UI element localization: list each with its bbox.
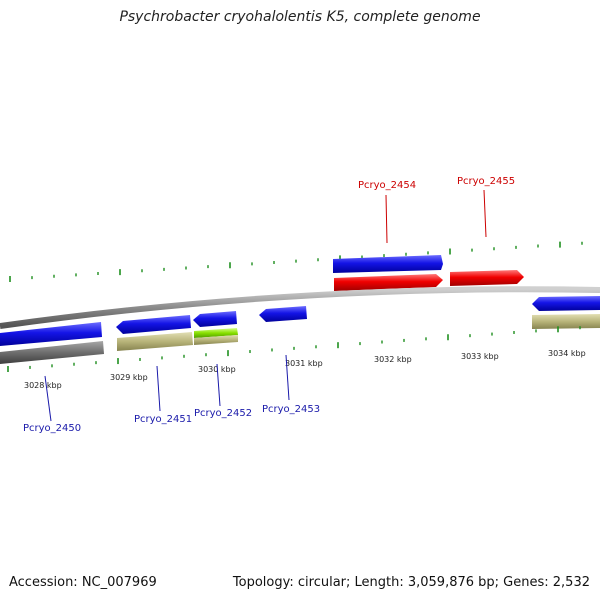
gene-arrow-pcryo-2453[interactable] <box>259 306 307 322</box>
scale-label-3034: 3034 kbp <box>548 349 586 358</box>
map-title: Psychrobacter cryohalolentis K5, complet… <box>119 9 481 25</box>
leader-pcryo-2454 <box>385 194 388 244</box>
cog-block-pcryo-2451[interactable] <box>117 332 193 351</box>
leader-pcryo-2453 <box>285 354 290 401</box>
cog-block-pcryo-2452-green[interactable] <box>194 328 238 338</box>
gene-arrow-pcryo-2451[interactable] <box>116 315 191 334</box>
leader-pcryo-2452 <box>216 363 221 407</box>
gene-label-pcryo-2450[interactable]: Pcryo_2450 <box>23 423 81 434</box>
gene-label-pcryo-2453[interactable]: Pcryo_2453 <box>262 404 320 415</box>
scale-label-3030: 3030 kbp <box>198 365 236 374</box>
genome-stats-text: Topology: circular; Length: 3,059,876 bp… <box>232 575 590 590</box>
accession-text: Accession: NC_007969 <box>9 575 157 590</box>
scale-label-3029: 3029 kbp <box>110 373 148 382</box>
leader-pcryo-2451 <box>156 365 161 412</box>
scale-label-3028: 3028 kbp <box>24 381 62 390</box>
forward-strand-track <box>333 255 524 291</box>
gene-label-pcryo-2452[interactable]: Pcryo_2452 <box>194 408 252 419</box>
reverse-strand-track <box>0 296 600 364</box>
cog-block-pcryo-2452[interactable] <box>194 335 238 345</box>
genome-backbone <box>0 286 600 329</box>
scale-label-3031: 3031 kbp <box>285 359 323 368</box>
leader-pcryo-2455 <box>483 189 487 238</box>
gene-arrow-pcryo-2454-upper[interactable] <box>333 255 443 273</box>
cog-block-right-edge[interactable] <box>532 314 600 329</box>
leader-pcryo-2450 <box>44 375 52 422</box>
cog-block-pcryo-2450[interactable] <box>0 341 104 364</box>
scale-labels: 3028 kbp 3029 kbp 3030 kbp 3031 kbp 3032… <box>24 349 586 390</box>
gene-label-pcryo-2454[interactable]: Pcryo_2454 <box>358 180 416 191</box>
gene-arrow-pcryo-2455[interactable] <box>450 270 524 286</box>
gene-label-pcryo-2455[interactable]: Pcryo_2455 <box>457 176 515 187</box>
scale-label-3033: 3033 kbp <box>461 352 499 361</box>
gene-label-pcryo-2451[interactable]: Pcryo_2451 <box>134 414 192 425</box>
gene-label-leaders <box>44 189 487 422</box>
gene-arrow-pcryo-2454[interactable] <box>334 274 443 291</box>
gene-arrow-pcryo-2450[interactable] <box>0 322 102 346</box>
gc-content-ticks-inner <box>7 326 581 372</box>
gene-arrow-pcryo-2452[interactable] <box>193 311 237 327</box>
gene-arrow-right-edge[interactable] <box>532 296 600 311</box>
gene-labels: Pcryo_2454 Pcryo_2455 Pcryo_2450 Pcryo_2… <box>23 176 515 434</box>
scale-label-3032: 3032 kbp <box>374 355 412 364</box>
